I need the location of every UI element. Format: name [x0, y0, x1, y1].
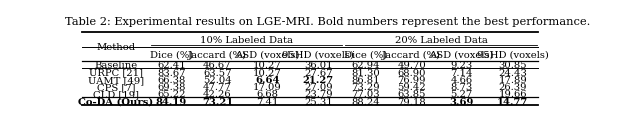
Text: ASD (voxels): ASD (voxels)	[235, 50, 300, 59]
Text: 73.29: 73.29	[351, 82, 380, 91]
Text: 76.99: 76.99	[397, 75, 426, 84]
Text: 30.85: 30.85	[499, 61, 527, 70]
Text: 95HD (voxels): 95HD (voxels)	[477, 50, 548, 59]
Text: Dice (%): Dice (%)	[344, 50, 387, 59]
Text: 68.90: 68.90	[397, 68, 426, 77]
Text: URPC [21]: URPC [21]	[89, 68, 143, 77]
Text: 59.42: 59.42	[397, 82, 426, 91]
Text: 26.39: 26.39	[499, 82, 527, 91]
Text: 52.04: 52.04	[203, 75, 232, 84]
Text: 47.77: 47.77	[203, 82, 232, 91]
Text: Dice (%): Dice (%)	[150, 50, 193, 59]
Text: 65.22: 65.22	[157, 90, 186, 98]
Text: 7.14: 7.14	[451, 68, 473, 77]
Text: 3.69: 3.69	[449, 97, 474, 106]
Text: 27.09: 27.09	[304, 82, 333, 91]
Text: 25.31: 25.31	[304, 97, 333, 106]
Text: 19.66: 19.66	[499, 90, 527, 98]
Text: 6.68: 6.68	[256, 90, 278, 98]
Text: Baseline: Baseline	[94, 61, 138, 70]
Text: 73.21: 73.21	[202, 97, 233, 106]
Text: 62.94: 62.94	[351, 61, 380, 70]
Text: 77.03: 77.03	[351, 90, 380, 98]
Text: 23.79: 23.79	[304, 90, 333, 98]
Text: 83.67: 83.67	[157, 68, 186, 77]
Text: ASD (voxels): ASD (voxels)	[429, 50, 494, 59]
Text: Jaccard (%): Jaccard (%)	[188, 50, 247, 59]
Text: Table 2: Experimental results on LGE-MRI. Bold numbers represent the best perfor: Table 2: Experimental results on LGE-MRI…	[65, 17, 591, 27]
Text: 42.26: 42.26	[203, 90, 232, 98]
Text: 95HD (voxels): 95HD (voxels)	[282, 50, 355, 59]
Text: Jaccard (%): Jaccard (%)	[382, 50, 442, 59]
Text: 86.81: 86.81	[351, 75, 380, 84]
Text: 10% Labeled Data: 10% Labeled Data	[200, 36, 293, 45]
Text: 49.70: 49.70	[397, 61, 426, 70]
Text: UAMT [49]: UAMT [49]	[88, 75, 144, 84]
Text: 66.38: 66.38	[157, 75, 186, 84]
Text: CLD [19]: CLD [19]	[93, 90, 139, 98]
Text: 10.27: 10.27	[253, 68, 282, 77]
Text: 27.67: 27.67	[304, 68, 333, 77]
Text: 7.41: 7.41	[256, 97, 278, 106]
Text: 9.23: 9.23	[451, 61, 473, 70]
Text: 63.85: 63.85	[397, 90, 426, 98]
Text: 81.30: 81.30	[351, 68, 380, 77]
Text: 36.01: 36.01	[304, 61, 333, 70]
Text: 63.57: 63.57	[203, 68, 232, 77]
Text: 84.19: 84.19	[156, 97, 187, 106]
Text: 6.64: 6.64	[255, 75, 280, 84]
Text: 4.66: 4.66	[451, 75, 473, 84]
Text: 69.38: 69.38	[157, 82, 186, 91]
Text: 17.09: 17.09	[253, 82, 282, 91]
Text: Co-DA (Ours): Co-DA (Ours)	[78, 97, 154, 106]
Text: 46.67: 46.67	[203, 61, 232, 70]
Text: 62.41: 62.41	[157, 61, 186, 70]
Text: 88.24: 88.24	[351, 97, 380, 106]
Text: 14.77: 14.77	[497, 97, 529, 106]
Text: 5.27: 5.27	[451, 90, 473, 98]
Text: 20% Labeled Data: 20% Labeled Data	[395, 36, 488, 45]
Text: 8.73: 8.73	[451, 82, 473, 91]
Text: 17.89: 17.89	[499, 75, 527, 84]
Text: Method: Method	[97, 43, 136, 52]
Text: 24.43: 24.43	[499, 68, 527, 77]
Text: 21.27: 21.27	[303, 75, 334, 84]
Text: 79.18: 79.18	[397, 97, 426, 106]
Text: CPS [7]: CPS [7]	[97, 82, 135, 91]
Text: 10.27: 10.27	[253, 61, 282, 70]
